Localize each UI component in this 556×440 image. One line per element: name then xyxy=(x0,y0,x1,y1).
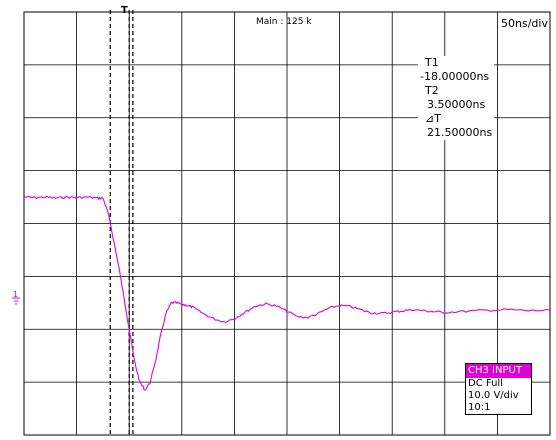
t2-label: T2 xyxy=(425,84,439,97)
probe-ratio-label: 10:1 xyxy=(468,402,491,413)
waveform-trace xyxy=(23,195,551,391)
svg-text:1: 1 xyxy=(13,290,18,299)
delta-t-label: ⊿T xyxy=(425,112,441,125)
t1-label: T1 xyxy=(425,56,439,69)
coupling-label: DC Full xyxy=(468,378,503,389)
vertical-scale-label: 10.0 V/div xyxy=(468,390,519,401)
channel-title: CH3 INPUT xyxy=(466,364,531,378)
cursor-readout: T1 -18.00000ns T2 3.50000ns ⊿T 21.50000n… xyxy=(418,56,495,140)
channel-info-box[interactable]: CH3 INPUT DC Full 10.0 V/div 10:1 xyxy=(465,363,532,415)
t2-value: 3.50000ns xyxy=(427,98,486,111)
channel-ground-marker: 1 xyxy=(12,290,20,305)
waveform-layer xyxy=(23,195,551,391)
acquisition-mode-label: Main : 125 k xyxy=(256,17,312,27)
delta-t-value: 21.50000ns xyxy=(427,126,493,139)
t1-value: -18.00000ns xyxy=(420,70,490,83)
trigger-marker: T xyxy=(121,5,128,16)
timebase-label: 50ns/div xyxy=(501,17,548,30)
